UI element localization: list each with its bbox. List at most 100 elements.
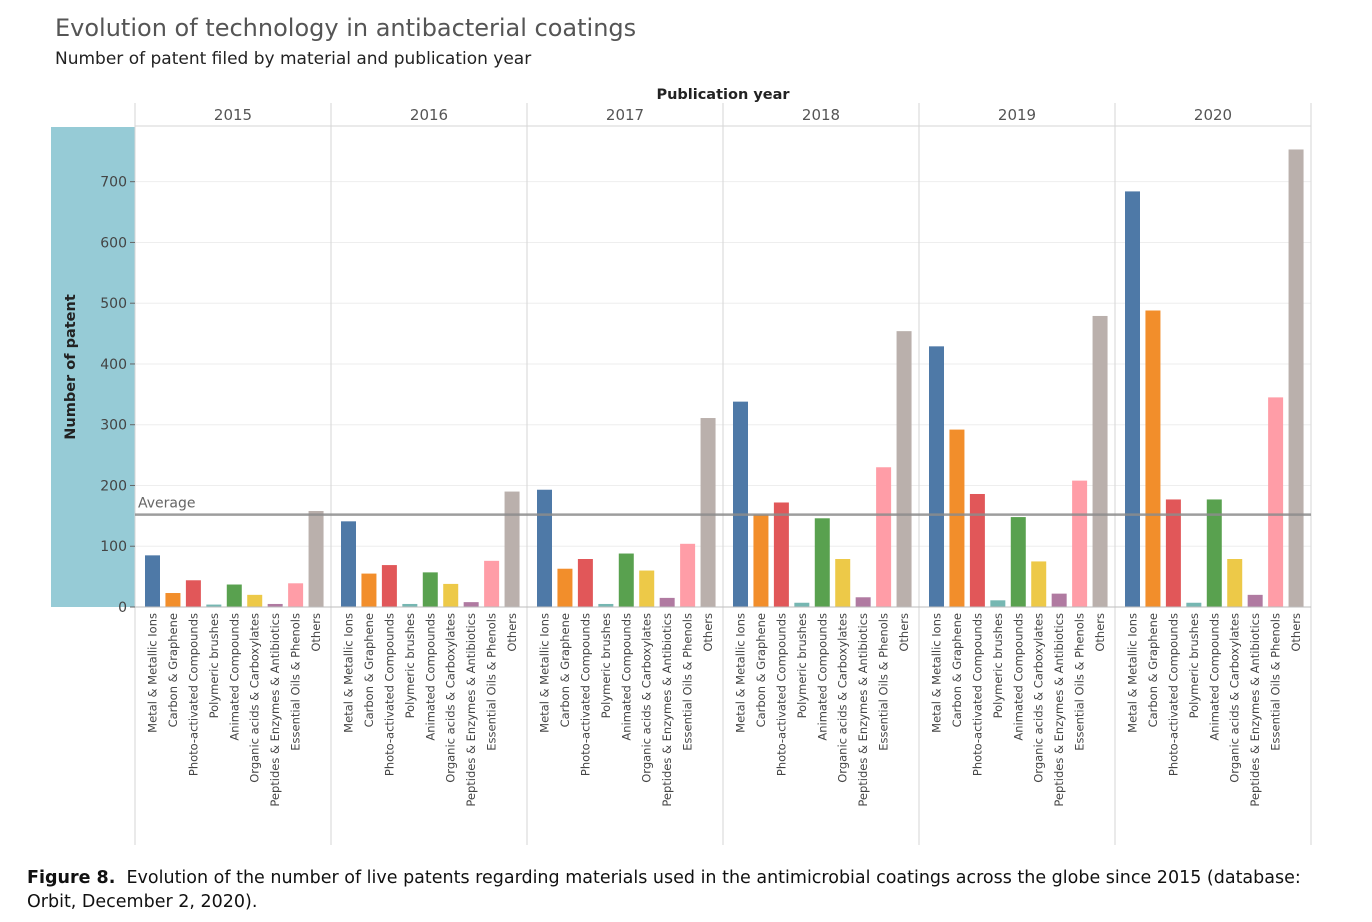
category-tick-label: Carbon & Graphene — [166, 613, 180, 727]
bar — [145, 555, 160, 607]
category-tick-label: Carbon & Graphene — [754, 613, 768, 727]
category-tick-label: Organic acids & Carboxylates — [836, 613, 850, 783]
bar — [422, 572, 438, 607]
bar — [537, 489, 552, 607]
category-tick-label: Metal & Metallic Ions — [538, 613, 552, 733]
category-tick-label: Essential Oils & Phenols — [1269, 613, 1283, 751]
bars — [145, 149, 1304, 607]
bar — [1092, 315, 1108, 607]
category-tick-label: Metal & Metallic Ions — [342, 613, 356, 733]
category-tick-label: Organic acids & Carboxylates — [248, 613, 262, 783]
bar — [361, 573, 377, 607]
bar — [1186, 602, 1202, 607]
bar — [1031, 561, 1047, 607]
category-tick-label: Animated Compounds — [815, 613, 829, 741]
category-tick-label: Polymeric brushes — [403, 613, 417, 718]
bar — [504, 491, 520, 607]
year-label: 2020 — [1194, 106, 1232, 124]
bar — [1125, 191, 1140, 607]
category-tick-label: Metal & Metallic Ions — [930, 613, 944, 733]
y-tick-label: 500 — [100, 296, 127, 312]
y-tick-label: 0 — [118, 600, 127, 616]
average-label: Average — [138, 496, 196, 512]
category-tick-label: Polymeric brushes — [207, 613, 221, 718]
average-line-group: Average — [135, 496, 1311, 516]
category-tick-label: Others — [1289, 613, 1303, 652]
bar — [1051, 593, 1067, 607]
category-tick-label: Photo-activated Compounds — [186, 613, 200, 776]
category-tick-label: Peptides & Enzymes & Antibiotics — [1052, 613, 1066, 807]
bar — [659, 597, 675, 607]
chart-subtitle: Number of patent filed by material and p… — [55, 49, 532, 69]
category-tick-label: Animated Compounds — [619, 613, 633, 741]
category-tick-label: Photo-activated Compounds — [774, 613, 788, 776]
category-tick-label: Photo-activated Compounds — [1166, 613, 1180, 776]
category-tick-label: Photo-activated Compounds — [970, 613, 984, 776]
category-tick-label: Peptides & Enzymes & Antibiotics — [856, 613, 870, 807]
bar — [598, 603, 614, 607]
bar — [700, 418, 716, 607]
category-tick-label: Essential Oils & Phenols — [681, 613, 695, 751]
bar — [773, 502, 789, 607]
category-tick-label: Metal & Metallic Ions — [146, 613, 160, 733]
bar — [1288, 149, 1304, 607]
bar — [896, 331, 912, 607]
figure-label: Figure 8. — [27, 868, 116, 888]
bar — [484, 560, 500, 607]
category-tick-label: Carbon & Graphene — [362, 613, 376, 727]
year-label: 2017 — [606, 106, 644, 124]
category-tick-label: Essential Oils & Phenols — [1073, 613, 1087, 751]
year-label: 2019 — [998, 106, 1036, 124]
category-tick-label: Essential Oils & Phenols — [877, 613, 891, 751]
category-tick-label: Carbon & Graphene — [1146, 613, 1160, 727]
category-tick-label: Metal & Metallic Ions — [1126, 613, 1140, 733]
category-tick-label: Others — [897, 613, 911, 652]
y-tick-label: 700 — [100, 175, 127, 191]
category-tick-label: Peptides & Enzymes & Antibiotics — [1248, 613, 1262, 807]
bar — [185, 580, 201, 607]
y-tick-label: 400 — [100, 357, 127, 373]
bar — [680, 543, 696, 607]
category-tick-label: Polymeric brushes — [991, 613, 1005, 718]
bar — [618, 553, 634, 607]
category-tick-label: Essential Oils & Phenols — [289, 613, 303, 751]
category-tick-label: Peptides & Enzymes & Antibiotics — [464, 613, 478, 807]
category-tick-label: Carbon & Graphene — [558, 613, 572, 727]
bar — [753, 514, 769, 607]
bar — [381, 565, 397, 607]
bar — [557, 568, 573, 607]
category-tick-label: Others — [309, 613, 323, 652]
bar — [341, 521, 356, 607]
bar — [1010, 517, 1026, 607]
bar — [1268, 397, 1284, 607]
bar — [929, 346, 944, 607]
bar — [308, 511, 324, 607]
category-tick-label: Carbon & Graphene — [950, 613, 964, 727]
y-tick-label: 100 — [100, 539, 127, 555]
axes — [130, 181, 1311, 608]
figure-caption-text: Evolution of the number of live patents … — [27, 868, 1301, 912]
bar — [165, 593, 181, 607]
chart-title: Evolution of technology in antibacterial… — [55, 14, 637, 42]
year-label: 2018 — [802, 106, 840, 124]
y-axis-highlight — [51, 127, 135, 607]
bar — [1072, 480, 1088, 607]
bar — [226, 584, 242, 607]
bar — [1165, 499, 1181, 607]
year-label: 2016 — [410, 106, 448, 124]
bar — [835, 559, 851, 607]
year-label: 2015 — [214, 106, 252, 124]
bar — [949, 429, 965, 607]
category-tick-label: Peptides & Enzymes & Antibiotics — [268, 613, 282, 807]
y-tick-label: 600 — [100, 235, 127, 251]
category-tick-label: Photo-activated Compounds — [382, 613, 396, 776]
category-tick-label: Photo-activated Compounds — [578, 613, 592, 776]
bar — [1206, 499, 1222, 607]
y-tick-label: 300 — [100, 418, 127, 434]
labels: Publication year 2015 Metal & Metallic Ion… — [63, 87, 1303, 807]
category-tick-label: Metal & Metallic Ions — [734, 613, 748, 733]
bar — [1145, 310, 1161, 607]
column-header: Publication year — [656, 87, 790, 103]
category-tick-label: Animated Compounds — [1207, 613, 1221, 741]
figure-caption: Figure 8. Evolution of the number of liv… — [27, 866, 1347, 914]
